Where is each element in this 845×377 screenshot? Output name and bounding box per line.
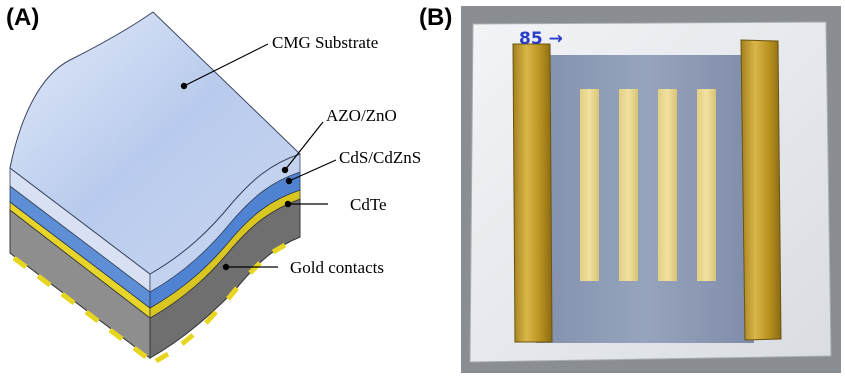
gold-strip (697, 89, 716, 281)
substrate-top-surface (9, 11, 301, 275)
handwritten-marking: 85 → (519, 29, 563, 49)
gold-contacts-dashes (12, 242, 287, 364)
panel-label-b: (B) (419, 4, 453, 31)
gold-strip (619, 89, 638, 281)
panel-label-a: (A) (6, 4, 40, 31)
label-gold-contacts: Gold contacts (290, 258, 384, 277)
label-azo-zno: AZO/ZnO (326, 106, 397, 125)
label-cds-cdzns: CdS/CdZnS (339, 148, 421, 167)
gold-bar-left (512, 43, 553, 343)
gold-bar-right (740, 39, 782, 341)
callout-leaders (180, 43, 337, 271)
cell-active-area (536, 55, 754, 343)
label-cmg-substrate: CMG Substrate (272, 33, 378, 52)
label-cdte: CdTe (350, 195, 387, 214)
gold-strip (658, 89, 677, 281)
gold-strip (580, 89, 599, 281)
device-photo: 85 → (461, 6, 841, 373)
layer-stack-diagram: CMG Substrate AZO/ZnO CdS/CdZnS CdTe Gol… (9, 11, 421, 364)
